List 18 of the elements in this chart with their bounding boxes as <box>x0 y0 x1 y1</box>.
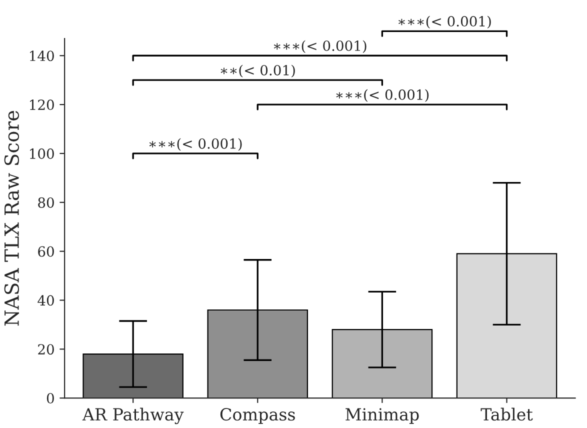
x-tick-label: Tablet <box>480 408 533 421</box>
text: ∗∗∗(< 0.001) <box>398 16 491 28</box>
y-tick-label: 60 <box>38 246 54 257</box>
x-tick-label: AR Pathway <box>82 408 184 424</box>
y-tick-label: 100 <box>30 148 54 159</box>
annotation: ∗∗∗(< 0.001) <box>336 89 429 102</box>
y-tick-label: 0 <box>46 393 54 404</box>
annotation: ∗∗∗(< 0.001) <box>149 138 242 151</box>
x-tick-label: Minimap <box>346 408 419 424</box>
annotation: ∗∗(< 0.01) <box>220 64 295 78</box>
y-tick-label: 120 <box>30 100 54 110</box>
x-tick-label: Compass <box>220 408 295 424</box>
y-tick-label: 40 <box>38 295 54 306</box>
y-tick-label: 140 <box>30 50 54 62</box>
y-tick-label: 20 <box>38 344 54 355</box>
y-axis-title: NASA TLX Raw Score <box>4 110 20 326</box>
y-tick-label: 80 <box>38 197 54 208</box>
annotation: ∗∗∗(< 0.001) <box>274 40 366 53</box>
